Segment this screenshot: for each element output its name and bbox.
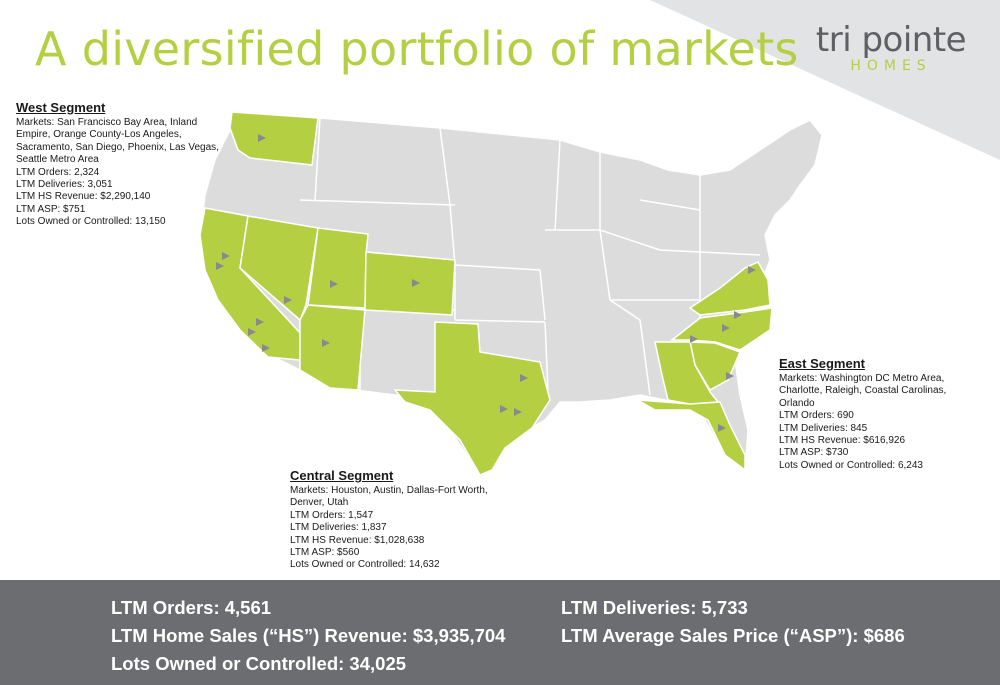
- central-markets-line-2: Denver, Utah: [290, 497, 349, 509]
- tri-pointe-logo: tri pointe HOMES: [806, 22, 976, 74]
- total-deliveries: LTM Deliveries: 5,733: [561, 597, 748, 618]
- market-marker-icon: [690, 335, 698, 343]
- east-markets-line-1: Markets: Washington DC Metro Area,: [779, 373, 945, 384]
- east-lots: Lots Owned or Controlled: 6,243: [779, 459, 923, 471]
- west-segment: West Segment Markets: San Francisco Bay …: [16, 100, 236, 229]
- east-orders: LTM Orders: 690: [779, 410, 854, 422]
- east-markets-line-2: Charlotte, Raleigh, Coastal Carolinas,: [779, 385, 947, 397]
- logo-subtext: HOMES: [850, 58, 932, 74]
- east-asp: LTM ASP: $730: [779, 447, 849, 459]
- west-markets-line-3: Sacramento, San Diego, Phoenix, Las Vega…: [16, 141, 219, 153]
- west-deliveries: LTM Deliveries: 3,051: [16, 179, 113, 191]
- market-marker-icon: [330, 280, 338, 288]
- us-map: [199, 111, 823, 476]
- east-segment: East Segment Markets: Washington DC Metr…: [779, 356, 969, 472]
- west-asp: LTM ASP: $751: [16, 203, 86, 215]
- total-orders: LTM Orders: 4,561: [111, 597, 272, 618]
- state-washington: [229, 111, 319, 166]
- west-markets-line-1: Markets: San Francisco Bay Area, Inland: [16, 117, 198, 128]
- total-asp: LTM Average Sales Price (“ASP”): $686: [561, 625, 905, 646]
- east-segment-heading: East Segment: [779, 356, 865, 371]
- market-marker-icon: [284, 296, 292, 304]
- east-markets-line-3: Orlando: [779, 397, 815, 409]
- market-marker-icon: [256, 318, 264, 326]
- page-title: A diversified portfolio of markets: [35, 22, 799, 76]
- market-marker-icon: [216, 262, 224, 270]
- state-florida: [637, 399, 746, 472]
- market-marker-icon: [718, 424, 726, 432]
- market-marker-icon: [748, 266, 756, 274]
- west-orders: LTM Orders: 2,324: [16, 166, 100, 178]
- market-marker-icon: [412, 279, 420, 287]
- state-utah: [307, 227, 369, 309]
- west-markets-line-4: Seattle Metro Area: [16, 154, 99, 166]
- market-marker-icon: [514, 408, 522, 416]
- central-revenue: LTM HS Revenue: $1,028,638: [290, 534, 425, 546]
- east-deliveries: LTM Deliveries: 845: [779, 422, 868, 434]
- state-texas: [393, 321, 551, 476]
- market-marker-icon: [726, 372, 734, 380]
- central-orders: LTM Orders: 1,547: [290, 509, 374, 521]
- central-lots: Lots Owned or Controlled: 14,632: [290, 559, 440, 571]
- state-nevada: [239, 215, 319, 322]
- market-marker-icon: [248, 328, 256, 336]
- west-markets-line-2: Empire, Orange County-Los Angeles,: [16, 129, 182, 141]
- market-marker-icon: [258, 134, 266, 142]
- west-lots: Lots Owned or Controlled: 13,150: [16, 216, 166, 228]
- market-marker-icon: [500, 405, 508, 413]
- market-marker-icon: [322, 339, 330, 347]
- market-marker-icon: [722, 324, 730, 332]
- totals-bar: LTM Orders: 4,561 LTM Home Sales (“HS”) …: [0, 580, 1000, 685]
- market-marker-icon: [734, 311, 742, 319]
- logo-wordmark: tri pointe: [815, 20, 967, 60]
- market-markers: [216, 134, 756, 432]
- state-colorado: [364, 251, 456, 316]
- market-marker-icon: [262, 344, 270, 352]
- central-markets-line-1: Markets: Houston, Austin, Dallas-Fort Wo…: [290, 485, 488, 496]
- west-segment-heading: West Segment: [16, 100, 106, 115]
- central-segment-heading: Central Segment: [290, 468, 394, 483]
- market-marker-icon: [222, 252, 230, 260]
- highlighted-states: [199, 111, 773, 476]
- market-marker-icon: [520, 374, 528, 382]
- state-arizona: [299, 304, 366, 391]
- east-revenue: LTM HS Revenue: $616,926: [779, 435, 906, 447]
- total-revenue: LTM Home Sales (“HS”) Revenue: $3,935,70…: [111, 625, 506, 646]
- state-virginia: [688, 261, 771, 316]
- total-lots: Lots Owned or Controlled: 34,025: [111, 653, 407, 674]
- central-asp: LTM ASP: $560: [290, 547, 360, 559]
- central-segment: Central Segment Markets: Houston, Austin…: [290, 468, 520, 572]
- central-deliveries: LTM Deliveries: 1,837: [290, 522, 387, 534]
- west-revenue: LTM HS Revenue: $2,290,140: [16, 191, 151, 203]
